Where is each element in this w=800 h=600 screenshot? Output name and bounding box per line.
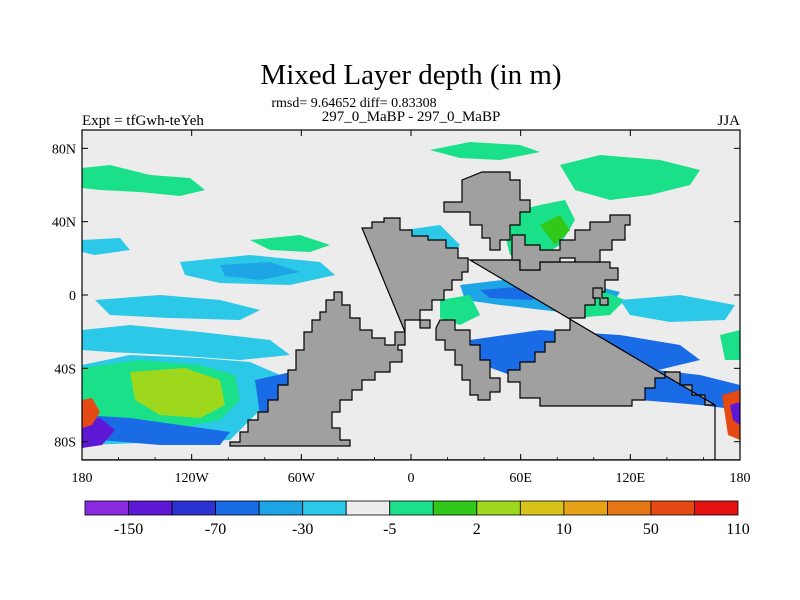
map-panel (82, 130, 740, 460)
colorbar-swatch (302, 500, 347, 516)
x-tick-label: 0 (408, 471, 415, 486)
land-arctic-greenland (443, 171, 531, 251)
colorbar-swatch (345, 500, 391, 516)
colorbar-label: -5 (383, 521, 396, 538)
colorbar-label: 50 (643, 521, 659, 538)
x-tick-label: 60W (288, 471, 316, 486)
field-cyan-indian-4 (620, 295, 735, 322)
field-blue-pacific-1 (220, 262, 300, 280)
x-tick-label: 60E (509, 471, 532, 486)
field-green-north-2 (430, 142, 540, 160)
colorbar-label: 2 (473, 521, 481, 538)
colorbar-swatch (519, 500, 565, 516)
colorbar-swatch (432, 500, 478, 516)
field-red-southern-1 (82, 398, 100, 428)
land-asia-block (511, 214, 631, 271)
colorbar-label: 10 (556, 521, 572, 538)
field-green-north-5 (540, 215, 570, 245)
experiment-label: Expt = tfGwh-teYeh (82, 113, 204, 129)
colorbar-swatch (476, 500, 521, 516)
comparison-label: 297_0_MaBP - 297_0_MaBP (322, 109, 501, 125)
colorbar-swatch (258, 500, 304, 516)
x-tick-label: 180 (730, 471, 751, 486)
x-tick-label: 120W (175, 471, 210, 486)
colorbar-swatch (215, 500, 260, 516)
field-blue-southern-1 (82, 415, 230, 445)
field-green-east (720, 330, 740, 360)
field-purple-southern-east (730, 402, 740, 425)
field-red-southern-east (722, 390, 740, 440)
colorbar-swatch (128, 500, 173, 516)
x-axis: 180 120W 60W 0 60E 120E 180 (72, 130, 751, 486)
colorbar-label: 110 (726, 521, 749, 538)
colorbar-swatch (650, 500, 695, 516)
field-yellowgreen-southpac (130, 368, 225, 418)
land-north-america (229, 217, 469, 447)
y-tick-label: 80S (54, 436, 76, 451)
colorbar-swatch (389, 500, 434, 516)
field-green-north-1 (82, 165, 205, 196)
y-tick-label: 40N (52, 216, 76, 231)
y-tick-label: 80N (52, 142, 76, 157)
colorbar-swatch (84, 500, 129, 516)
colorbar: -150 -70 -30 -5 2 10 50 110 (84, 500, 750, 538)
colorbar-swatch (607, 500, 652, 516)
figure-title: Mixed Layer depth (in m) (260, 59, 561, 91)
season-label: JJA (717, 113, 740, 129)
field-green-atlantic-2 (440, 295, 480, 325)
land-eurasia-africa (82, 257, 740, 460)
x-tick-label: 180 (72, 471, 93, 486)
land-maritime-continent (592, 287, 609, 306)
field-green-pacific-5 (250, 235, 330, 252)
colorbar-swatch (563, 500, 608, 516)
colorbar-label: -30 (292, 521, 313, 538)
field-cyan-pacific-3 (95, 295, 260, 320)
land-africa-south (435, 319, 501, 401)
colorbar-swatch (694, 500, 739, 516)
x-tick-label: 120E (616, 471, 646, 486)
stats-label: rmsd= 9.64652 diff= 0.83308 (271, 96, 436, 111)
y-tick-label: 40S (54, 362, 76, 377)
field-cyan-pacific-1 (82, 238, 130, 255)
y-axis: 80N 40N 0 40S 80S (52, 142, 740, 451)
land-masses (82, 171, 740, 460)
field-green-north-3 (560, 155, 700, 200)
colorbar-swatch (171, 500, 216, 516)
field-cyan-pacific-4 (82, 325, 290, 360)
colorbar-label: -150 (114, 521, 143, 538)
colorbar-label: -70 (205, 521, 226, 538)
y-tick-label: 0 (69, 289, 76, 304)
